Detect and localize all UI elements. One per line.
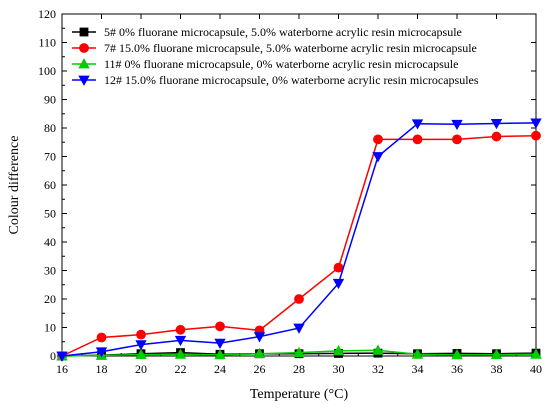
series-line [61,122,537,357]
data-point [215,321,225,332]
y-tick-label: 0 [50,349,56,363]
legend-marker [79,27,89,37]
data-point [530,118,542,129]
data-point [373,134,383,145]
legend-marker [79,43,89,53]
data-point [253,347,266,359]
legend-entry: 5# 0% fluorane microcapsule, 5.0% waterb… [72,25,462,39]
data-point [332,278,345,290]
x-tick-label: 30 [333,362,345,376]
data-point [174,335,187,347]
x-tick-label: 40 [530,362,542,376]
x-tick-label: 20 [135,362,147,376]
data-point [214,349,226,360]
data-point [56,351,68,362]
data-point [96,332,107,343]
data-point [490,119,503,130]
data-point [451,119,463,131]
series-4 [56,118,542,362]
x-tick-label: 18 [96,362,108,376]
data-point [136,329,146,340]
y-tick-label: 60 [44,178,56,192]
legend: 5# 0% fluorane microcapsule, 5.0% waterb… [72,25,479,87]
data-point [452,134,462,145]
data-point [332,345,345,356]
data-point [372,152,384,163]
legend-marker [78,58,90,69]
y-tick-label: 110 [38,36,56,50]
x-tick-label: 16 [56,362,68,376]
legend-marker [78,75,90,86]
data-point [530,348,542,359]
data-point [293,346,305,357]
y-tick-label: 70 [44,150,56,164]
axis-ticks: 16 18 20 22 24 26 28 30 32 34 36 38 40 0 10 20 30 40 50 60 7… [38,7,542,376]
data-point [531,130,541,141]
x-tick-label: 32 [372,362,384,376]
data-point [135,340,147,351]
data-point [214,338,226,349]
y-axis-title: Colour difference [7,136,22,235]
data-point [372,344,384,355]
data-point [174,348,187,359]
data-point [175,324,186,335]
y-tick-label: 80 [44,121,56,135]
x-tick-label: 38 [491,362,503,376]
x-tick-label: 36 [451,362,463,376]
y-tick-label: 40 [44,235,56,249]
y-tick-label: 100 [38,64,56,78]
x-tick-label: 34 [412,362,424,376]
legend-label: 12# 15.0% fluorane microcapsule, 0% wate… [104,73,479,87]
x-tick-label: 28 [293,362,305,376]
y-tick-label: 30 [44,264,56,278]
legend-label: 11# 0% fluorane microcapsule, 0% waterbo… [104,57,458,71]
data-point [294,294,304,304]
series-layer [56,118,542,362]
y-tick-label: 90 [44,93,56,107]
x-tick-label: 24 [214,362,226,376]
data-point [293,323,305,334]
x-axis-title: Temperature (°C) [250,387,349,402]
legend-label: 5# 0% fluorane microcapsule, 5.0% waterb… [104,25,462,39]
y-tick-label: 20 [44,292,56,306]
data-point [451,349,463,360]
legend-label: 7# 15.0% fluorane microcapsule, 5.0% wat… [104,41,477,55]
legend-entry: 7# 15.0% fluorane microcapsule, 5.0% wat… [72,41,477,55]
data-point [411,348,424,359]
y-tick-label: 50 [44,207,56,221]
data-point [490,348,503,359]
data-point [253,332,266,343]
y-tick-label: 120 [38,7,56,21]
data-point [491,131,502,142]
data-point [412,134,423,145]
legend-entry: 12# 15.0% fluorane microcapsule, 0% wate… [72,73,479,87]
x-tick-label: 26 [254,362,266,376]
series-3 [56,344,542,361]
data-point [135,348,147,359]
x-tick-label: 22 [175,362,187,376]
y-tick-label: 10 [44,321,56,335]
legend-entry: 11# 0% fluorane microcapsule, 0% waterbo… [72,57,458,71]
series-line [61,134,537,357]
data-point [95,347,108,358]
data-point [411,119,424,130]
